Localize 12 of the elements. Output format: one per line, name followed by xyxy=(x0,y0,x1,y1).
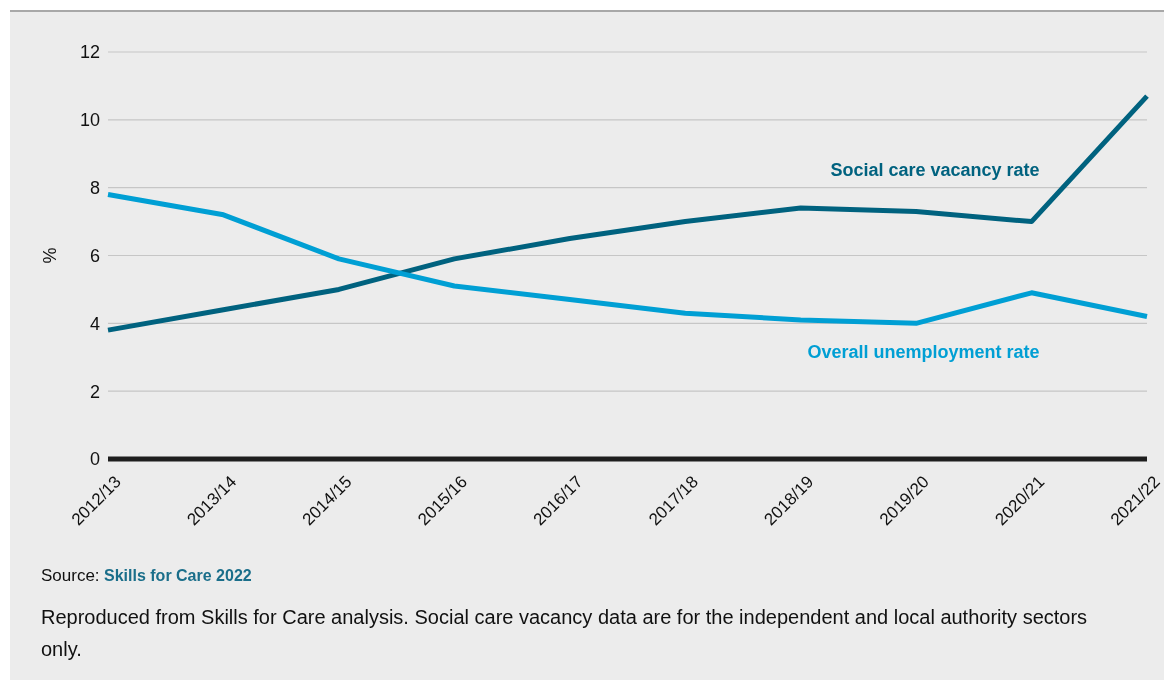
y-tick-label: 6 xyxy=(89,245,100,266)
source-note: Source: Skills for Care 2022 xyxy=(41,566,252,585)
series-label: Social care vacancy rate xyxy=(830,159,1040,180)
y-tick-label: 8 xyxy=(89,178,100,199)
y-tick-label: 0 xyxy=(89,449,100,470)
y-tick-label: 10 xyxy=(79,110,100,131)
series-label: Overall unemployment rate xyxy=(807,341,1040,362)
y-axis-title: % xyxy=(40,247,60,264)
y-tick-label: 12 xyxy=(79,42,100,63)
y-tick-label: 4 xyxy=(89,313,100,334)
y-tick-label: 2 xyxy=(89,381,100,402)
text: Reproduced from Skills for Care analysis. Social care vacancy data are for the independent and local authority sectors only. xyxy=(41,606,1088,660)
